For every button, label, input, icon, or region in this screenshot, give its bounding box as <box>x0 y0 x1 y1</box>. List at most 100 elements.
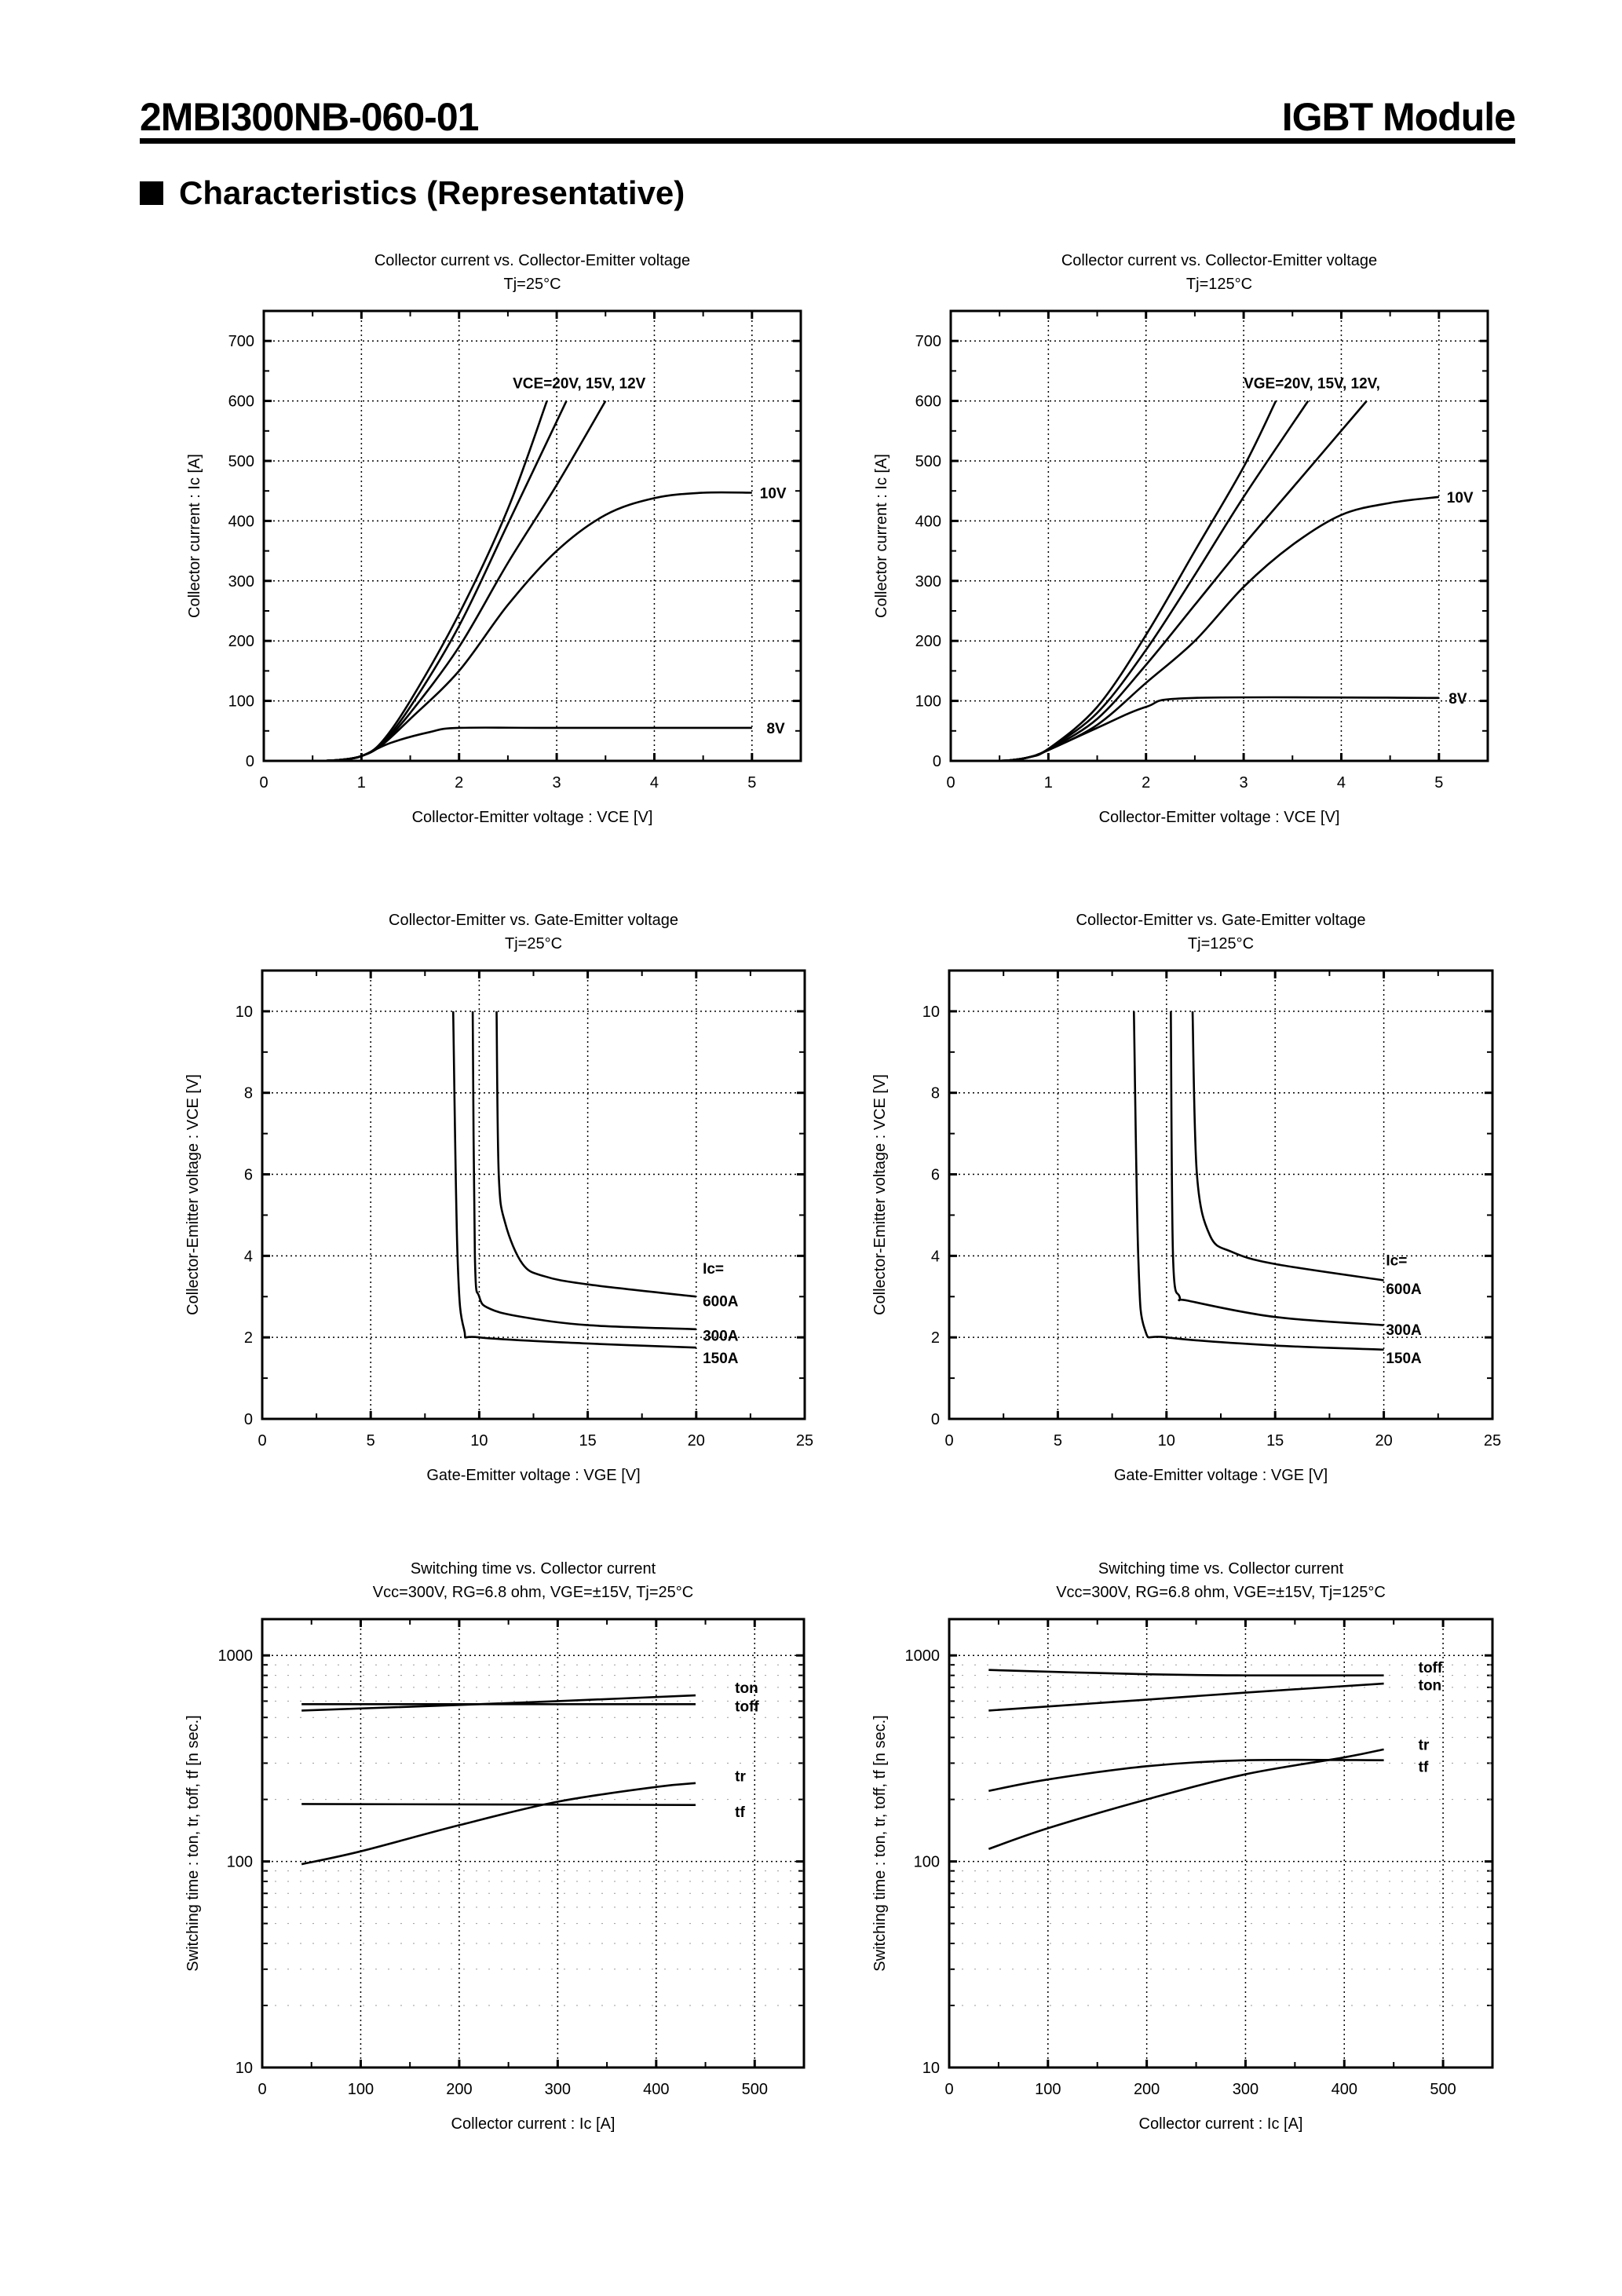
curve-label: tf <box>735 1804 745 1821</box>
header-rule <box>140 138 1515 144</box>
y-tick-label: 4 <box>931 1248 940 1265</box>
y-axis-label: Collector current : Ic [A] <box>873 454 890 618</box>
curve-label: 8V <box>1448 691 1467 707</box>
x-tick-label: 0 <box>258 2081 266 2098</box>
series-line-ton <box>301 1694 696 1712</box>
y-axis-label: Collector current : Ic [A] <box>186 454 203 618</box>
series-line-1 <box>1191 1011 1384 1281</box>
x-tick-label: 300 <box>545 2081 571 2098</box>
x-tick-label: 0 <box>944 1432 953 1450</box>
y-axis-label: Switching time : ton, tr, toff, tf [n se… <box>871 1715 889 1971</box>
chart-subtitle: Vcc=300V, RG=6.8 ohm, VGE=±15V, Tj=25°C <box>373 1584 694 1601</box>
y-tick-label: 8 <box>931 1085 940 1102</box>
curve-label: toff <box>735 1698 759 1715</box>
x-tick-label: 10 <box>1158 1432 1175 1450</box>
chart-title: Collector-Emitter vs. Gate-Emitter volta… <box>389 912 678 929</box>
series-line-toff <box>988 1669 1384 1677</box>
x-axis-label: Gate-Emitter voltage : VGE [V] <box>426 1467 640 1484</box>
curve-label: 600A <box>703 1293 739 1310</box>
y-tick-label: 400 <box>228 513 254 530</box>
chart-2: Collector current vs. Collector-Emitter … <box>873 252 1489 826</box>
plot-frame <box>261 969 806 1420</box>
x-tick-label: 20 <box>688 1432 705 1450</box>
square-bullet-icon <box>140 181 163 205</box>
x-tick-label: 500 <box>1430 2081 1456 2098</box>
chart-3: Collector-Emitter vs. Gate-Emitter volta… <box>184 912 813 1484</box>
y-tick-label: 10 <box>922 1004 940 1021</box>
chart-title: Collector-Emitter vs. Gate-Emitter volta… <box>1076 912 1366 929</box>
curve-label: ton <box>735 1680 758 1697</box>
y-tick-label: 4 <box>244 1248 253 1265</box>
x-tick-label: 10 <box>470 1432 488 1450</box>
x-tick-label: 5 <box>1434 774 1443 792</box>
x-tick-label: 0 <box>258 1432 266 1450</box>
curve-label: 8V <box>766 721 785 737</box>
x-tick-label: 400 <box>643 2081 669 2098</box>
section-heading: Characteristics (Representative) <box>140 174 685 212</box>
y-tick-label: 700 <box>228 333 254 350</box>
x-tick-label: 0 <box>944 2081 953 2098</box>
chart-6: Switching time vs. Collector current Vcc=… <box>871 1560 1494 2133</box>
y-tick-label: 1000 <box>218 1647 254 1665</box>
curve-label: Ic= <box>1386 1253 1407 1270</box>
curve-label: toff <box>1419 1660 1443 1676</box>
x-tick-label: 15 <box>579 1432 596 1450</box>
x-tick-label: 2 <box>1142 774 1150 792</box>
chart-title: Switching time vs. Collector current <box>1098 1560 1344 1578</box>
series-line-4 <box>989 495 1439 762</box>
y-tick-label: 0 <box>244 1411 253 1428</box>
y-tick-label: 100 <box>227 1854 253 1871</box>
series-line-tf <box>988 1758 1384 1793</box>
x-axis-label: Collector-Emitter voltage : VCE [V] <box>1099 809 1340 826</box>
x-tick-label: 0 <box>946 774 955 792</box>
y-tick-label: 6 <box>931 1167 940 1184</box>
chart-title: Switching time vs. Collector current <box>411 1560 656 1578</box>
y-axis-label: Collector-Emitter voltage : VCE [V] <box>184 1074 202 1315</box>
plot-frame <box>948 1618 1494 2069</box>
series-line-2 <box>1170 1011 1384 1326</box>
chart-title: Collector current vs. Collector-Emitter … <box>1061 252 1377 269</box>
x-axis-label: Collector current : Ic [A] <box>451 2115 616 2133</box>
x-tick-label: 25 <box>1484 1432 1501 1450</box>
plot-frame <box>949 309 1489 762</box>
y-tick-label: 2 <box>244 1329 253 1347</box>
y-tick-label: 10 <box>236 1004 253 1021</box>
section-title: Characteristics (Representative) <box>179 174 685 211</box>
y-tick-label: 2 <box>931 1329 940 1347</box>
chart-subtitle: Vcc=300V, RG=6.8 ohm, VGE=±15V, Tj=125°C <box>1056 1584 1386 1601</box>
x-tick-label: 5 <box>367 1432 375 1450</box>
y-tick-label: 1000 <box>905 1647 941 1665</box>
series-line-1 <box>495 1011 696 1298</box>
chart-4: Collector-Emitter vs. Gate-Emitter volta… <box>871 912 1501 1484</box>
curve-label: Ic= <box>703 1261 724 1278</box>
series-line-2 <box>471 1011 696 1331</box>
y-tick-label: 200 <box>915 633 941 650</box>
series-line-5 <box>322 726 752 762</box>
y-tick-label: 300 <box>915 573 941 590</box>
curve-label: 10V <box>760 485 787 502</box>
y-tick-label: 300 <box>228 573 254 590</box>
chart-title: Collector current vs. Collector-Emitter … <box>374 252 690 269</box>
x-tick-label: 4 <box>1337 774 1346 792</box>
y-tick-label: 600 <box>915 393 941 411</box>
x-tick-label: 20 <box>1375 1432 1392 1450</box>
y-tick-label: 6 <box>244 1167 253 1184</box>
part-number: 2MBI300NB-060-01 <box>140 95 479 139</box>
series-line-4 <box>322 491 752 762</box>
y-tick-label: 700 <box>915 333 941 350</box>
x-tick-label: 3 <box>1240 774 1248 792</box>
y-tick-label: 8 <box>244 1085 253 1102</box>
x-tick-label: 1 <box>1044 774 1053 792</box>
x-tick-label: 2 <box>455 774 463 792</box>
plot-frame <box>261 1618 806 2069</box>
y-axis-label: Switching time : ton, tr, toff, tf [n se… <box>184 1715 202 1971</box>
y-axis-label: Collector-Emitter voltage : VCE [V] <box>871 1074 889 1315</box>
x-tick-label: 5 <box>747 774 756 792</box>
curve-label: VGE=20V, 15V, 12V, <box>1244 376 1380 393</box>
x-tick-label: 200 <box>446 2081 472 2098</box>
curve-label: 300A <box>1386 1322 1422 1339</box>
chart-1: Collector current vs. Collector-Emitter … <box>186 252 802 826</box>
y-tick-label: 100 <box>914 1854 940 1871</box>
x-tick-label: 4 <box>650 774 659 792</box>
